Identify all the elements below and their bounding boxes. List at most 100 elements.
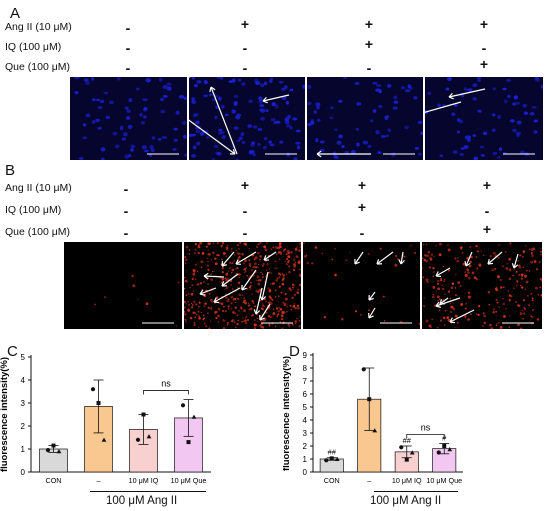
nucleus-dot	[125, 106, 129, 110]
stain-dot	[256, 317, 259, 320]
nucleus-dot	[260, 83, 265, 88]
nucleus-dot	[237, 78, 242, 82]
y-tick-label: 3	[303, 429, 308, 438]
stain-dot	[495, 298, 498, 301]
stain-dot	[435, 245, 437, 247]
y-tick-label: 3	[21, 399, 26, 408]
panel-a-sign: -	[481, 40, 487, 56]
stain-dot	[449, 310, 453, 314]
stain-dot	[490, 327, 494, 329]
stain-dot	[242, 320, 245, 322]
stain-dot	[193, 252, 196, 255]
nucleus-dot	[460, 147, 465, 150]
stain-dot	[467, 291, 470, 294]
stain-dot	[432, 275, 434, 277]
category-label: 10 μM Que	[171, 476, 207, 485]
arrow-icon	[253, 287, 263, 315]
nucleus-dot	[130, 144, 136, 149]
stain-dot	[247, 302, 250, 304]
stain-dot	[294, 322, 297, 325]
stain-dot	[244, 316, 247, 319]
stain-dot	[222, 305, 225, 308]
panel-a-sign: -	[125, 60, 131, 76]
stain-dot	[217, 307, 221, 311]
y-tick-label: 1	[21, 445, 26, 454]
stain-dot	[186, 281, 188, 283]
stain-dot	[243, 309, 246, 313]
nucleus-dot	[253, 125, 258, 129]
data-point	[404, 457, 409, 462]
stain-dot	[533, 260, 537, 263]
nucleus-dot	[512, 128, 517, 133]
stain-dot	[207, 249, 210, 251]
stain-dot	[498, 244, 500, 246]
stain-dot	[522, 266, 524, 269]
nucleus-dot	[126, 109, 131, 114]
nucleus-dot	[221, 135, 226, 139]
nucleus-dot	[162, 84, 168, 89]
nucleus-dot	[191, 153, 197, 158]
stain-dot	[236, 243, 240, 247]
stain-dot	[292, 305, 296, 308]
stain-dot	[198, 315, 201, 317]
stain-dot	[536, 318, 540, 321]
stain-dot	[253, 319, 256, 322]
stain-dot	[213, 252, 215, 255]
nucleus-dot	[480, 154, 485, 157]
micrograph-background	[64, 242, 182, 329]
nucleus-dot	[367, 144, 372, 149]
nucleus-dot	[240, 131, 244, 137]
stain-dot	[285, 263, 288, 265]
nucleus-dot	[143, 107, 148, 111]
arrow-icon	[368, 291, 376, 301]
stain-dot	[232, 318, 235, 322]
stain-dot	[523, 307, 526, 310]
nucleus-dot	[128, 98, 133, 103]
stain-dot	[239, 274, 242, 276]
stain-dot	[268, 271, 271, 274]
micrograph-background	[425, 77, 543, 160]
stain-dot	[253, 327, 256, 329]
stain-dot	[540, 250, 542, 253]
nucleus-dot	[289, 126, 293, 130]
stain-dot	[280, 317, 284, 321]
stain-dot	[524, 274, 527, 278]
stain-dot	[210, 320, 212, 322]
nucleus-dot	[270, 118, 276, 122]
stain-dot	[257, 243, 260, 246]
data-point	[436, 450, 441, 455]
nucleus-dot	[375, 129, 380, 135]
stain-dot	[236, 297, 240, 301]
stain-dot	[293, 293, 297, 296]
nucleus-dot	[315, 102, 321, 107]
stain-dot	[258, 278, 262, 282]
stain-dot	[244, 270, 247, 273]
nucleus-dot	[492, 151, 498, 155]
stain-dot	[210, 300, 214, 303]
stain-dot	[502, 302, 506, 306]
stain-dot	[530, 292, 533, 295]
panel-d-letter: D	[289, 343, 300, 360]
stain-dot	[423, 305, 426, 307]
significance-label: ns	[421, 422, 431, 432]
nucleus-dot	[307, 122, 312, 127]
panel-b-sign: +	[357, 177, 367, 193]
stain-dot	[192, 311, 195, 314]
stain-dot	[263, 245, 267, 249]
stain-dot	[207, 253, 210, 256]
panel-a-sign: -	[242, 40, 248, 56]
nucleus-dot	[283, 85, 288, 90]
nucleus-dot	[211, 98, 216, 102]
nucleus-dot	[127, 124, 133, 129]
stain-dot	[532, 299, 534, 302]
nucleus-dot	[228, 80, 234, 84]
stain-dot	[403, 255, 406, 258]
stain-dot	[201, 252, 205, 256]
stain-dot	[250, 281, 252, 284]
nucleus-dot	[160, 97, 165, 102]
stain-dot	[211, 298, 213, 301]
nucleus-dot	[310, 119, 315, 124]
stain-dot	[431, 318, 433, 321]
nucleus-dot	[241, 140, 246, 144]
nucleus-dot	[496, 156, 501, 159]
